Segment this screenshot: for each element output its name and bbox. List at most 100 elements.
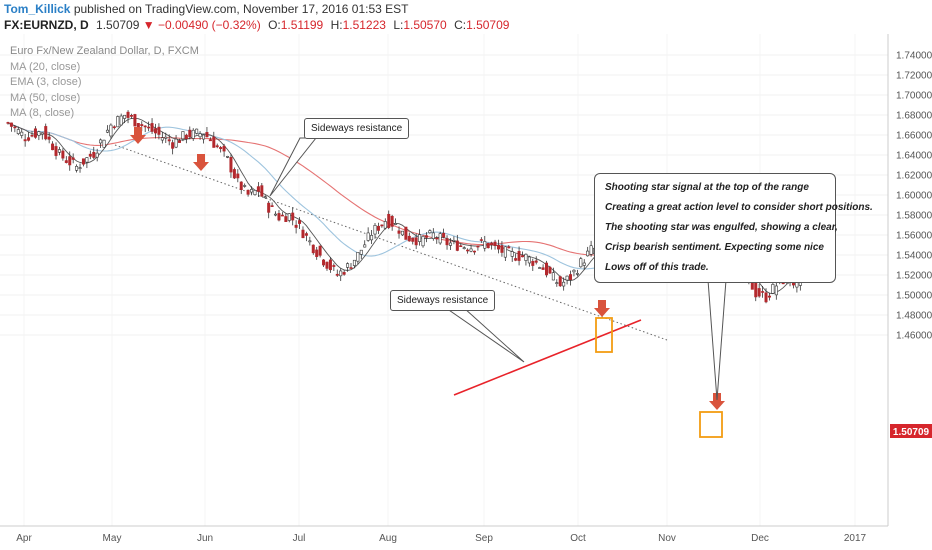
candle-bear — [133, 114, 137, 127]
candle-bear — [236, 173, 240, 179]
low-value: 1.50570 — [403, 18, 447, 32]
candle-bull — [510, 251, 514, 257]
close-value: 1.50709 — [466, 18, 510, 32]
candle-bull — [448, 242, 452, 246]
candle-bull — [16, 129, 20, 134]
candle-bear — [140, 124, 144, 127]
candle-bear — [112, 126, 116, 129]
candle-bear — [754, 282, 758, 298]
candle-bear — [764, 292, 768, 303]
candle-bear — [767, 295, 771, 298]
candle-bear — [459, 245, 463, 248]
legend-ema3: EMA (3, close) — [10, 76, 82, 88]
candle-bull — [191, 129, 195, 139]
candle-bear — [136, 123, 140, 128]
x-tick-label: Oct — [570, 533, 586, 544]
candle-bear — [222, 145, 226, 152]
candle-bull — [243, 185, 247, 187]
candle-bear — [23, 139, 27, 142]
candle-bear — [13, 126, 17, 129]
candle-bear — [167, 139, 171, 142]
candle-bull — [421, 235, 425, 247]
analysis-line-3: The shooting star was engulfed, showing … — [605, 222, 838, 233]
candle-bear — [92, 151, 96, 158]
y-tick-label: 1.56000 — [896, 231, 932, 242]
candle-bear — [270, 205, 274, 207]
candle-bull — [551, 272, 555, 281]
candle-bull — [263, 196, 267, 198]
candle-bull — [394, 223, 398, 225]
candle-bear — [150, 123, 154, 132]
candle-bear — [424, 235, 428, 238]
candle-bull — [119, 115, 123, 126]
candle-bear — [229, 157, 233, 173]
analysis-line-4: Crisp bearish sentiment. Expecting some … — [605, 242, 824, 253]
candle-bear — [294, 224, 298, 228]
candle-bear — [267, 202, 271, 213]
x-tick-label: Apr — [16, 533, 32, 544]
candle-bull — [589, 245, 593, 255]
candle-bear — [51, 143, 55, 151]
candle-bear — [239, 181, 243, 190]
candle-bull — [352, 259, 356, 266]
candle-bear — [380, 224, 384, 227]
candle-bull — [195, 128, 199, 134]
candle-bear — [322, 259, 326, 266]
y-tick-label: 1.74000 — [896, 51, 932, 62]
callout-pointers — [269, 137, 727, 401]
candle-bear — [205, 132, 209, 138]
candle-bear — [88, 153, 92, 157]
candle-bull — [198, 133, 202, 138]
y-tick-label: 1.46000 — [896, 331, 932, 342]
candle-bear — [569, 274, 573, 280]
candle-bull — [774, 285, 778, 296]
legend-ma50: MA (50, close) — [10, 91, 81, 104]
candle-bear — [376, 225, 380, 231]
y-tick-label: 1.62000 — [896, 171, 932, 182]
candle-bear — [500, 245, 504, 253]
candle-bull — [428, 230, 432, 234]
analysis-line-5: Lows off of this trade. — [605, 262, 709, 273]
candle-bear — [545, 262, 549, 276]
candle-bear — [215, 145, 219, 148]
candle-bull — [366, 232, 370, 241]
candle-bear — [757, 288, 761, 297]
candle-bear — [47, 136, 51, 140]
candle-bear — [298, 220, 302, 224]
candle-bear — [33, 128, 37, 138]
callout-sideways-resistance-top: Sideways resistance — [304, 118, 410, 139]
publish-line: Tom_Killick published on TradingView.com… — [4, 2, 408, 16]
candle-bear — [232, 169, 236, 179]
candle-bull — [562, 281, 566, 287]
highlight-box-oct — [595, 317, 613, 353]
candle-bear — [157, 126, 161, 135]
last-price-tag-text: 1.50709 — [893, 427, 930, 438]
candle-bull — [250, 189, 254, 193]
open-label: O: — [268, 18, 281, 32]
candle-bull — [579, 258, 583, 268]
legend-ma8: MA (8, close) — [10, 107, 75, 119]
candle-bear — [435, 237, 439, 240]
x-tick-label: Jul — [293, 533, 306, 544]
candle-bear — [496, 244, 500, 250]
candle-bull — [181, 131, 185, 140]
candle-bull — [359, 249, 363, 255]
candle-bear — [277, 213, 281, 221]
candle-bull — [586, 250, 590, 257]
candle-bull — [555, 282, 559, 284]
candle-bear — [9, 122, 13, 127]
candle-bull — [308, 240, 312, 243]
author-link[interactable]: Tom_Killick — [4, 2, 71, 16]
candle-bear — [486, 242, 490, 249]
candle-bear — [507, 246, 511, 249]
candle-bull — [85, 157, 89, 163]
candle-bull — [469, 248, 473, 252]
ohlc-line: FX:EURNZD, D 1.50709 ▼ −0.00490 (−0.32%)… — [4, 18, 509, 32]
y-axis-ticks: 1.74000 1.72000 1.70000 1.68000 1.66000 1.640… — [896, 51, 932, 342]
last-price: 1.50709 — [96, 18, 140, 32]
candle-bull — [575, 273, 579, 275]
sideways-resistance-dotted-line — [114, 144, 668, 341]
y-tick-label: 1.58000 — [896, 211, 932, 222]
candle-bear — [212, 136, 216, 148]
candle-bull — [452, 240, 456, 242]
